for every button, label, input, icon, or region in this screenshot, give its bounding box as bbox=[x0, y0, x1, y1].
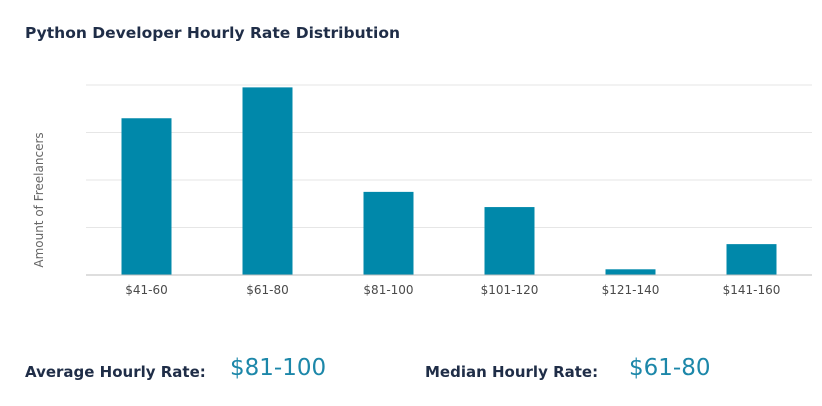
bar-0 bbox=[121, 118, 172, 275]
average-rate-value: $81-100 bbox=[230, 355, 327, 381]
x-tick-label: $41-60 bbox=[125, 283, 168, 297]
x-tick-label: $81-100 bbox=[363, 283, 413, 297]
bar-4 bbox=[605, 269, 656, 275]
bar-3 bbox=[484, 207, 535, 275]
x-tick-labels: $41-60 $61-80 $81-100 $101-120 $121-140 $141-… bbox=[125, 283, 780, 297]
x-tick-label: $141-160 bbox=[723, 283, 781, 297]
average-rate-label: Average Hourly Rate: bbox=[25, 363, 206, 381]
bar-1 bbox=[242, 87, 293, 275]
median-rate-value: $61-80 bbox=[629, 355, 711, 381]
gridlines bbox=[86, 84, 812, 228]
x-tick-label: $61-80 bbox=[246, 283, 289, 297]
bar-chart: $41-60 $61-80 $81-100 $101-120 $121-140 $141-… bbox=[32, 84, 812, 297]
bars bbox=[121, 87, 777, 275]
bar-5 bbox=[726, 244, 777, 275]
chart-title: Python Developer Hourly Rate Distributio… bbox=[25, 24, 401, 42]
median-rate-label: Median Hourly Rate: bbox=[425, 363, 599, 381]
x-tick-label: $101-120 bbox=[481, 283, 539, 297]
x-tick-label: $121-140 bbox=[602, 283, 660, 297]
y-axis-label: Amount of Freelancers bbox=[32, 132, 46, 267]
bar-2 bbox=[363, 191, 414, 275]
